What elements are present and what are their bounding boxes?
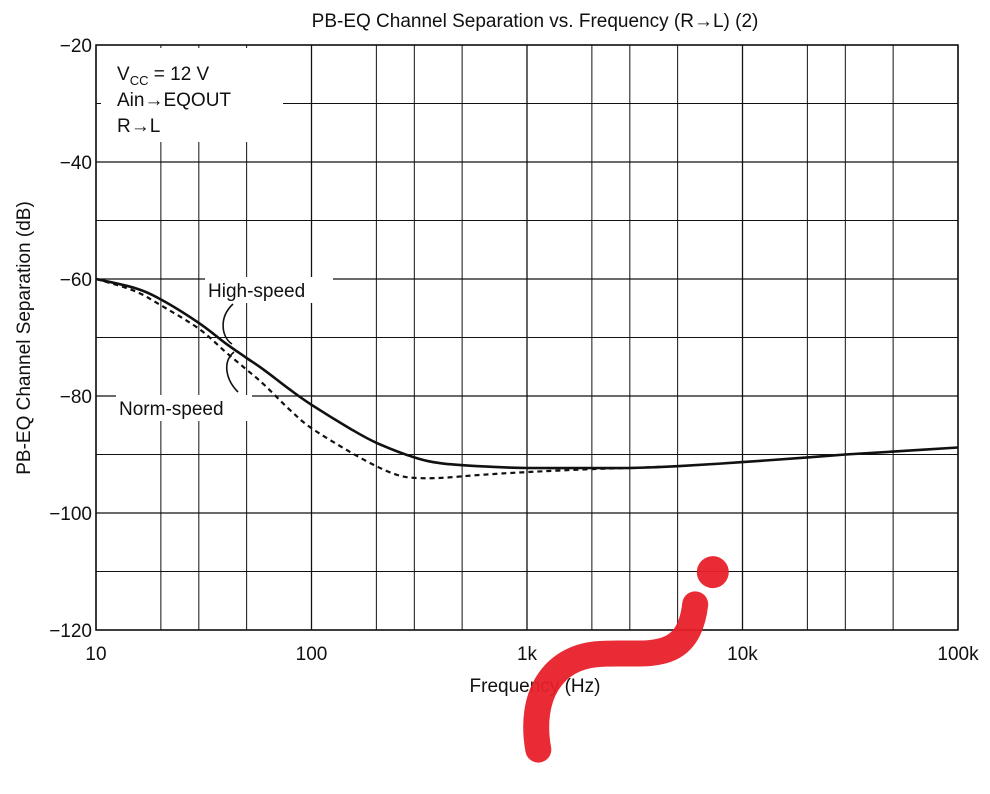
conditions-box-bg — [101, 48, 283, 142]
vcc-main: V — [117, 64, 130, 85]
vcc-sub: CC — [130, 73, 149, 88]
conditions-vcc: VCC = 12 V — [117, 64, 210, 88]
conditions-line2: Ain→EQOUT — [117, 90, 231, 111]
x-tick-label: 1k — [517, 644, 538, 665]
annotation-norm-speed: Norm-speed — [116, 351, 252, 421]
x-tick-label: 100 — [296, 644, 328, 665]
y-tick-label: −60 — [60, 270, 92, 291]
annotation-high-speed-label: High-speed — [208, 281, 305, 302]
x-axis-label: Frequency (Hz) — [470, 676, 601, 697]
series-norm-speed — [95, 277, 678, 480]
conditions-line3: R→L — [117, 116, 160, 137]
curves — [95, 277, 959, 480]
chart: PB-EQ Channel Separation vs. Frequency (… — [14, 11, 979, 697]
y-tick-label: −20 — [60, 36, 92, 57]
y-axis-label: PB-EQ Channel Separation (dB) — [14, 201, 35, 475]
vcc-value: = 12 V — [148, 64, 209, 85]
chart-title: PB-EQ Channel Separation vs. Frequency (… — [312, 11, 759, 32]
annotation-high-speed: High-speed — [205, 277, 333, 345]
x-tick-label: 10 — [85, 644, 106, 665]
y-tick-label: −120 — [49, 621, 92, 642]
tick-labels: 10 100 1k 10k 100k −20 −40 −60 −80 −100 −120 — [49, 36, 979, 665]
y-tick-label: −100 — [49, 504, 92, 525]
annotation-norm-speed-label: Norm-speed — [119, 399, 224, 420]
x-tick-label: 10k — [727, 644, 758, 665]
y-tick-label: −40 — [60, 153, 92, 174]
x-tick-label: 100k — [937, 644, 979, 665]
series-high-speed — [95, 277, 959, 470]
y-tick-label: −80 — [60, 387, 92, 408]
